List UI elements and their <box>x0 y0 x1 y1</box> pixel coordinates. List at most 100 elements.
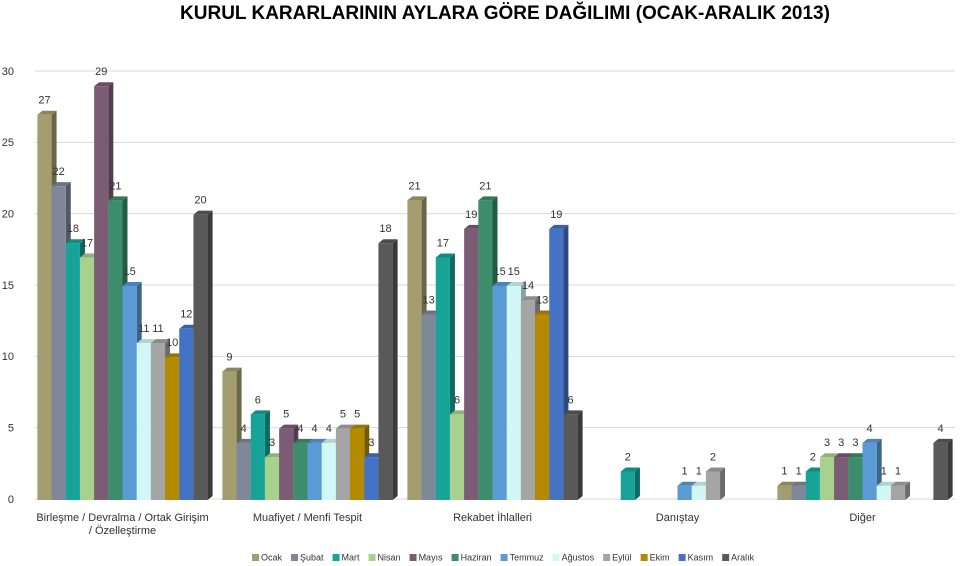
data-label: 18 <box>379 223 391 235</box>
bar-top <box>478 196 498 201</box>
bar-top <box>407 196 427 201</box>
data-label: 6 <box>567 394 573 406</box>
bar <box>449 414 465 500</box>
legend-swatch <box>722 554 730 561</box>
bar <box>620 471 635 500</box>
bar <box>890 485 906 500</box>
data-label: 5 <box>340 409 346 421</box>
legend-swatch <box>451 554 459 561</box>
bar <box>464 228 479 500</box>
data-label: 5 <box>354 409 360 421</box>
bar-top <box>890 481 911 486</box>
data-label: 1 <box>696 466 702 478</box>
bar-top <box>378 239 398 244</box>
data-label: 4 <box>326 423 332 435</box>
data-label: 19 <box>465 209 477 221</box>
bar <box>378 243 393 500</box>
data-label: 9 <box>226 352 232 364</box>
bar <box>364 457 379 500</box>
bar-top <box>492 282 512 286</box>
bar <box>492 286 507 500</box>
y-tick-label: 5 <box>8 423 14 435</box>
data-label: 27 <box>38 95 50 107</box>
bar <box>421 314 436 500</box>
bar <box>563 414 578 500</box>
data-label: 5 <box>283 409 289 421</box>
y-tick-label: 0 <box>8 494 14 506</box>
bar-side <box>905 481 911 500</box>
bar-top <box>150 339 171 344</box>
data-label: 12 <box>180 309 192 321</box>
data-label: 13 <box>423 294 435 306</box>
bar-top <box>620 467 640 472</box>
bar <box>136 343 151 500</box>
bar <box>691 485 706 500</box>
legend-swatch <box>409 554 417 561</box>
legend-label: Ocak <box>261 552 283 562</box>
legend-label: Ağustos <box>562 552 595 562</box>
bar-side <box>720 467 726 500</box>
bar-top <box>136 339 156 344</box>
bar-top <box>108 196 128 201</box>
legend-swatch <box>368 554 376 561</box>
bar <box>705 471 721 500</box>
bar <box>165 357 180 500</box>
bar-top <box>819 453 840 458</box>
legend-label: Eylül <box>612 552 632 562</box>
data-label: 21 <box>109 180 121 192</box>
data-label: 11 <box>138 323 149 335</box>
legend-swatch <box>640 554 648 561</box>
data-label: 1 <box>682 466 688 478</box>
legend-swatch <box>552 554 560 561</box>
bar <box>108 200 123 500</box>
data-label: 4 <box>241 423 247 435</box>
bar <box>122 286 137 500</box>
bar <box>179 328 194 500</box>
data-label: 3 <box>838 437 844 449</box>
bar-top <box>279 424 299 429</box>
data-label: 1 <box>796 466 802 478</box>
bar-top <box>37 110 57 115</box>
bar-top <box>876 481 896 486</box>
bar <box>535 314 550 500</box>
bar-top <box>677 481 697 486</box>
bar <box>506 286 521 500</box>
bar <box>193 214 208 500</box>
bar-side <box>947 438 953 500</box>
data-label: 3 <box>368 437 374 449</box>
bar-top <box>335 424 356 429</box>
y-tick-label: 15 <box>2 280 14 292</box>
bar-side <box>634 467 640 500</box>
legend-label: Kasım <box>688 552 714 562</box>
bar <box>862 442 877 500</box>
bar <box>819 457 835 500</box>
data-label: 19 <box>550 209 562 221</box>
x-tick-label: Danıştay <box>655 512 700 524</box>
bar-top <box>222 367 242 372</box>
bar <box>335 428 351 500</box>
bar-top <box>506 282 526 286</box>
data-label: 22 <box>53 166 65 178</box>
legend-label: Mayıs <box>419 552 444 562</box>
data-label: 4 <box>937 423 943 435</box>
bar-top <box>193 210 213 215</box>
legend-swatch <box>500 554 508 561</box>
data-label: 4 <box>312 423 318 435</box>
legend-swatch <box>603 554 611 561</box>
bar-top <box>250 410 270 415</box>
data-label: 1 <box>781 466 787 478</box>
bar <box>805 471 820 500</box>
bar-top <box>563 410 583 415</box>
bar-top <box>862 438 882 443</box>
legend-label: Mart <box>342 552 360 562</box>
data-label: 6 <box>454 394 460 406</box>
data-label: 15 <box>493 266 505 278</box>
bar <box>834 457 849 500</box>
data-label: 3 <box>852 437 858 449</box>
bar-side <box>577 410 583 500</box>
legend-label: Ekim <box>650 552 670 562</box>
bar <box>478 200 493 500</box>
data-label: 3 <box>269 437 275 449</box>
